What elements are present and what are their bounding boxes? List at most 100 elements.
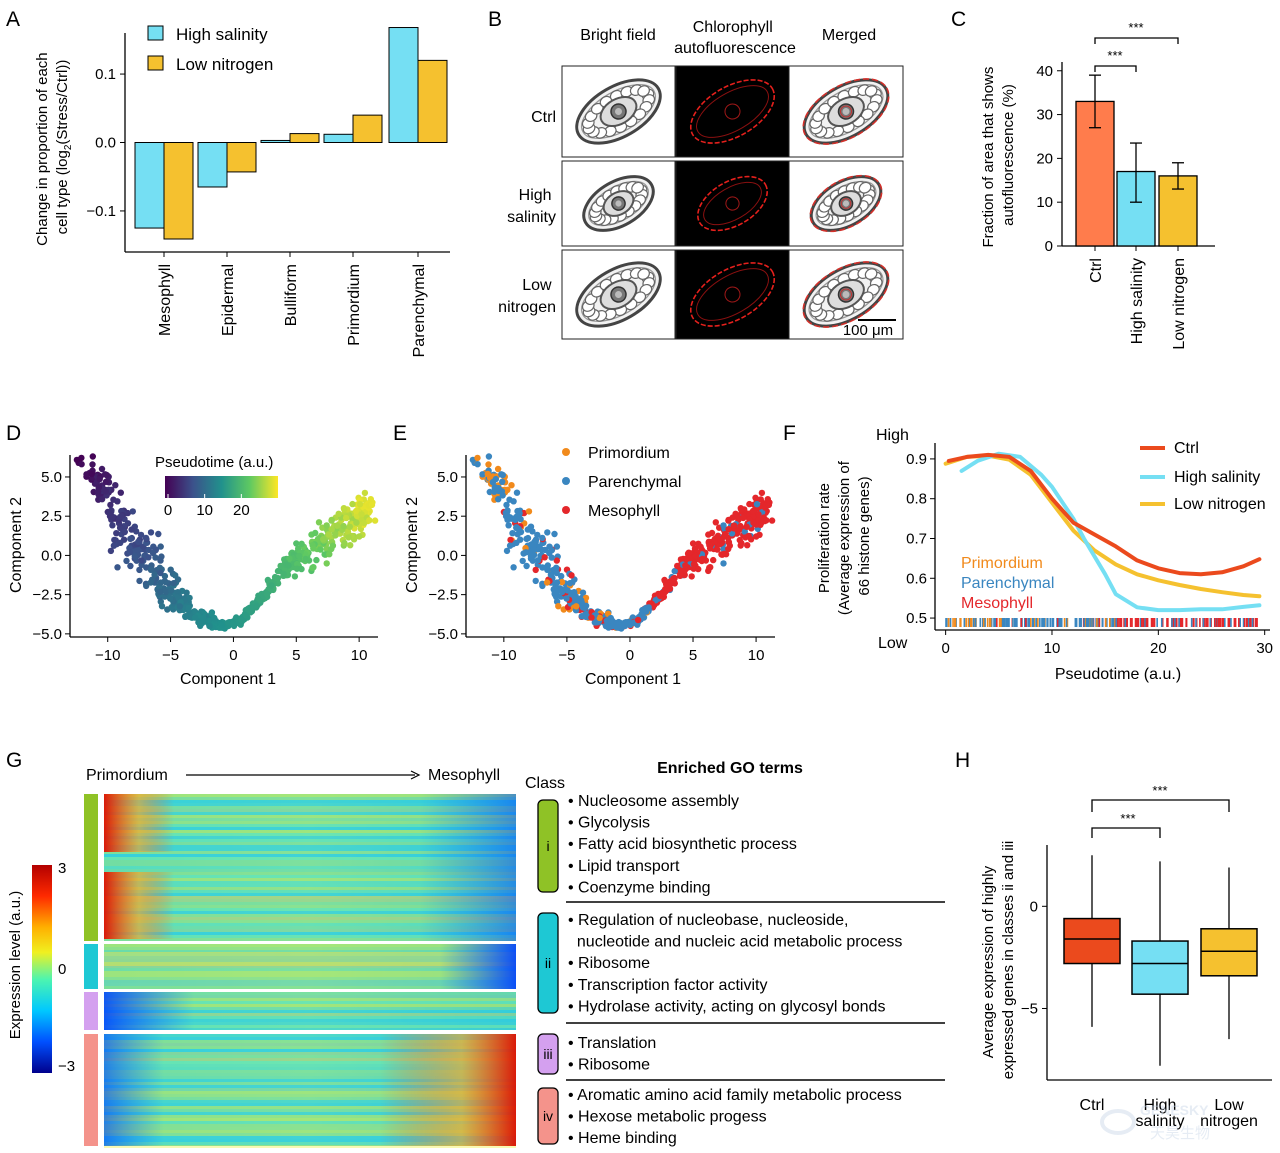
class-badge-i — [537, 799, 559, 893]
pseudotime-point — [147, 579, 154, 586]
heatmap-row — [104, 1043, 516, 1046]
celltype-point — [731, 522, 738, 529]
heatmap-row — [104, 953, 516, 956]
pseudotime-point — [273, 575, 280, 582]
legend-swatch-low-nitrogen — [147, 55, 164, 71]
pseudotime-point — [325, 531, 332, 538]
x-tick-label: −10 — [95, 647, 120, 664]
go-term: • Regulation of nucleobase, nucleoside, — [568, 912, 848, 929]
expression-colorbar — [32, 865, 52, 1073]
heatmap-row — [104, 1034, 516, 1037]
pseudotime-point — [111, 536, 118, 544]
legend-label-low-nitrogen-f: Low nitrogen — [1174, 496, 1266, 513]
go-term: • Ribosome — [568, 955, 650, 972]
pseudotime-point — [162, 578, 169, 586]
vascular-core — [842, 291, 850, 298]
heatmap-row — [104, 878, 516, 881]
celltype-point — [627, 621, 634, 628]
significance-label: *** — [1107, 48, 1122, 63]
colorbar-tick-label: 20 — [233, 502, 250, 519]
x-tick-label: −10 — [491, 647, 516, 664]
pseudotime-point — [109, 522, 116, 529]
celltype-point — [551, 530, 558, 538]
celltype-point — [563, 595, 570, 602]
significance-label: *** — [1128, 20, 1143, 35]
pseudotime-point — [230, 621, 237, 628]
pseudotime-point — [335, 510, 342, 517]
celltype-point — [553, 579, 561, 586]
heatmap-row — [104, 830, 516, 833]
pseudotime-point — [134, 546, 141, 553]
leaf-inner — [815, 180, 877, 227]
celltype-point — [485, 461, 492, 468]
pseudotime-point — [334, 522, 341, 529]
celltype-point — [553, 588, 560, 595]
celltype-point — [749, 507, 757, 515]
heatmap-band — [104, 952, 516, 966]
celltype-point — [494, 465, 502, 473]
heatmap-row — [104, 1046, 516, 1049]
celltype-point — [765, 501, 773, 509]
pseudotime-point — [274, 567, 282, 575]
panel-f-xlabel: Pseudotime (a.u.) — [1055, 666, 1181, 683]
bar-bulliform-high-salinity — [260, 139, 291, 143]
heatmap-row — [104, 1133, 516, 1136]
micrograph-panel — [675, 65, 790, 158]
pseudotime-point — [168, 587, 175, 594]
heatmap-row — [104, 968, 516, 971]
y-tick-label: 0.1 — [95, 66, 116, 83]
class-strip-ii — [84, 944, 98, 989]
pseudotime-point — [358, 511, 365, 518]
pseudotime-point — [291, 573, 299, 580]
panel-e-xlabel: Component 1 — [585, 671, 681, 688]
celltype-point — [568, 572, 575, 579]
merged-red-core — [840, 288, 852, 301]
leaf-inner — [808, 84, 884, 139]
heatmap-coldspot — [104, 1034, 164, 1146]
celltype-point — [527, 553, 535, 560]
pseudotime-point — [89, 461, 96, 468]
celltype-point — [602, 622, 610, 630]
celltype-point — [718, 551, 725, 558]
heatmap-row — [104, 965, 516, 968]
pseudotime-point — [128, 526, 135, 533]
heatmap-row — [104, 983, 516, 986]
pseudotime-point — [349, 500, 356, 508]
bar-epidermal-high-salinity — [197, 142, 228, 188]
legend-dot-parenchymal — [562, 477, 570, 485]
celltype-point — [738, 539, 745, 547]
heatmap-row — [104, 1052, 516, 1055]
category-label-low-nitrogen: Low nitrogen — [1171, 258, 1188, 350]
celltype-point — [558, 588, 566, 596]
celltype-point — [553, 564, 560, 571]
class-badge-iii — [537, 1033, 559, 1075]
heatmap-row — [104, 869, 516, 872]
pseudotime-point — [142, 534, 150, 542]
pseudotime-point — [326, 551, 333, 558]
heatmap-row — [104, 911, 516, 914]
x-tick-label: −5 — [558, 647, 575, 664]
heatmap-row — [104, 1103, 516, 1106]
heatmap-row — [104, 1100, 516, 1103]
pseudotime-point — [294, 560, 301, 568]
legend-label-high-salinity-f: High salinity — [1174, 469, 1260, 486]
panel-label-b: B — [488, 8, 502, 31]
bar-bulliform-low-nitrogen — [289, 133, 320, 143]
y-tick-label: 5.0 — [41, 469, 62, 486]
celltype-point — [525, 508, 533, 515]
pseudotime-point — [161, 572, 169, 580]
heatmap-row — [104, 959, 516, 962]
celltype-point — [513, 489, 521, 496]
panel-d-xlabel: Component 1 — [180, 671, 276, 688]
heatmap-row — [104, 1076, 516, 1079]
pseudotime-point — [121, 528, 128, 536]
y-tick-label: −5.0 — [428, 626, 458, 643]
leaf-cross-section — [689, 79, 776, 144]
pseudotime-point — [89, 453, 97, 460]
col-header-merged: Merged — [822, 27, 876, 44]
celltype-point — [548, 554, 555, 561]
y-tick-label: 0.5 — [906, 610, 927, 627]
y-tick-label: 0.0 — [41, 547, 62, 564]
celltype-point — [495, 496, 502, 503]
celltype-point — [755, 511, 762, 518]
